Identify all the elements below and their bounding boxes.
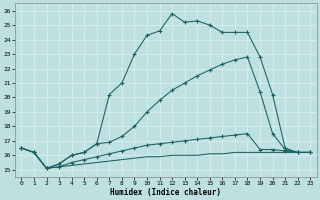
X-axis label: Humidex (Indice chaleur): Humidex (Indice chaleur) [110, 188, 221, 197]
